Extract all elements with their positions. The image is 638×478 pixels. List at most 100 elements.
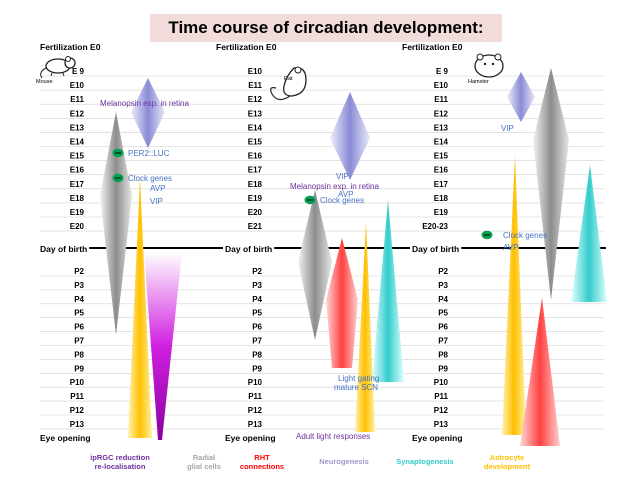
mouse-event-label: Melanopsin exp. in retina: [100, 99, 189, 108]
rat-event-label: Clock genes: [320, 196, 364, 205]
rat-rht-shape: [326, 238, 358, 368]
rat-postnatal-day: P9: [252, 364, 262, 373]
mouse-name-label: Mouse: [36, 79, 53, 85]
hamster-embryonic-day: E 9: [436, 67, 449, 76]
hamster-name-label: Hamster: [468, 79, 489, 85]
mouse-event-label: VIP: [150, 197, 163, 206]
rat-postnatal-day: P13: [248, 420, 263, 429]
mouse-embryonic-day: E14: [70, 138, 85, 147]
hamster-postnatal-day: P6: [438, 323, 448, 332]
hamster-fertilization-label: Fertilization E0: [402, 42, 463, 52]
mouse-embryonic-day: E 9: [72, 67, 85, 76]
rat-fertilization-label: Fertilization E0: [216, 42, 277, 52]
rat-astrocyte-shape: [355, 222, 375, 432]
rat-embryonic-day: E15: [248, 138, 263, 147]
rat-eye-opening-label: Eye opening: [225, 433, 276, 443]
rat-event-marker-icon: [304, 195, 316, 205]
hamster-event-marker-icon: [481, 230, 493, 240]
rat-embryonic-day: E20: [248, 208, 263, 217]
mouse-astrocyte-shape: [128, 178, 152, 438]
event-annotations: Melanopsin exp. in retinaPER2::LUCClock …: [100, 99, 547, 441]
mouse-postnatal-day: P12: [70, 406, 85, 415]
legend-item: glial cells: [187, 462, 221, 471]
hamster-embryonic-day: E13: [434, 123, 449, 132]
mouse-postnatal-day: P10: [70, 378, 85, 387]
rat-neurogenesis-shape: [330, 92, 370, 180]
mouse-birth-label: Day of birth: [40, 244, 87, 254]
legend-item: RHT: [254, 453, 270, 462]
rat-embryonic-day: E11: [248, 81, 262, 90]
hamster-embryonic-day: E10: [434, 81, 449, 90]
legend-item: ipRGC reduction: [90, 453, 150, 462]
hamster-embryonic-day: E16: [434, 166, 449, 175]
hamster-embryonic-day: E15: [434, 152, 449, 161]
legend-item: re-localisation: [95, 462, 146, 471]
rat-postnatal-day: P7: [252, 337, 262, 346]
rat-embryonic-day: E10: [248, 67, 263, 76]
hamster-rht-shape: [520, 298, 560, 446]
legend-item: Synaptogenesis: [396, 457, 454, 466]
hamster-postnatal-day: P3: [438, 281, 448, 290]
mouse-embryonic-day: E11: [70, 95, 84, 104]
rat-embryonic-day: E17: [248, 166, 263, 175]
hamster-birth-label: Day of birth: [412, 244, 459, 254]
rat-embryonic-day: E16: [248, 152, 263, 161]
mouse-neurogenesis-shape: [131, 78, 165, 148]
hamster-embryonic-day: E17: [434, 180, 449, 189]
rat-postnatal-day: P6: [252, 323, 262, 332]
hamster-event-label: AVP: [503, 243, 518, 252]
hamster-postnatal-day: P12: [434, 406, 449, 415]
mouse-event-label: PER2::LUC: [128, 149, 170, 158]
rat-synaptogenesis-shape: [372, 200, 404, 382]
hamster-postnatal-day: P13: [434, 420, 449, 429]
hamster-neurogenesis-shape: [507, 72, 535, 122]
rat-event-label: AVP: [338, 190, 353, 199]
mouse-postnatal-day: P4: [74, 295, 84, 304]
hamster-postnatal-day: P7: [438, 337, 448, 346]
rat-event-label: Adult light responses: [296, 432, 370, 441]
rat-postnatal-day: P4: [252, 295, 262, 304]
mouse-eye-opening-label: Eye opening: [40, 433, 91, 443]
mouse-event-marker-icon: [112, 148, 124, 158]
hamster-embryonic-day: E19: [434, 208, 449, 217]
rat-name-label: Rat: [284, 76, 293, 82]
rat-embryonic-day: E12: [248, 95, 263, 104]
mouse-postnatal-day: P3: [74, 281, 84, 290]
mouse-embryonic-day: E16: [70, 166, 85, 175]
legend-item: Radial: [193, 453, 216, 462]
mouse-embryonic-day: E19: [70, 208, 85, 217]
hamster-embryonic-day: E18: [434, 194, 449, 203]
hamster-embryonic-day: E12: [434, 109, 449, 118]
mouse-embryonic-day: E10: [70, 81, 85, 90]
rat-postnatal-day: P12: [248, 406, 263, 415]
mouse-iprgc-shape: [144, 252, 182, 440]
rat-embryonic-day: E13: [248, 109, 263, 118]
timeline-labels: Fertilization E0 Mouse E 9 E10 E11 E12 E13 E14 E…: [36, 42, 489, 443]
hamster-postnatal-day: P9: [438, 364, 448, 373]
hamster-postnatal-day: P10: [434, 378, 449, 387]
rat-birth-label: Day of birth: [225, 244, 272, 254]
mouse-event-marker-icon: [112, 173, 124, 183]
hamster-icon: [474, 53, 504, 78]
rat-embryonic-day: E14: [248, 123, 263, 132]
mouse-radial-glia-shape: [100, 112, 132, 335]
mouse-embryonic-day: E12: [70, 109, 85, 118]
mouse-event-label: Clock genes: [128, 174, 172, 183]
hamster-postnatal-day: P2: [438, 267, 448, 276]
mouse-postnatal-day: P5: [74, 309, 84, 318]
hamster-postnatal-day: P4: [438, 295, 448, 304]
mouse-postnatal-day: P8: [74, 350, 84, 359]
rat-postnatal-day: P5: [252, 309, 262, 318]
hamster-synaptogenesis-shape: [571, 165, 607, 302]
hamster-event-label: Clock genes: [503, 231, 547, 240]
legend-item: Astrocyte: [490, 453, 525, 462]
rat-event-label: Melanopsin exp. in retina: [290, 182, 379, 191]
mouse-postnatal-day: P7: [74, 337, 84, 346]
mouse-postnatal-day: P11: [70, 392, 84, 401]
rat-postnatal-day: P8: [252, 350, 262, 359]
legend-item: connections: [240, 462, 284, 471]
hamster-event-label: VIP: [501, 124, 514, 133]
